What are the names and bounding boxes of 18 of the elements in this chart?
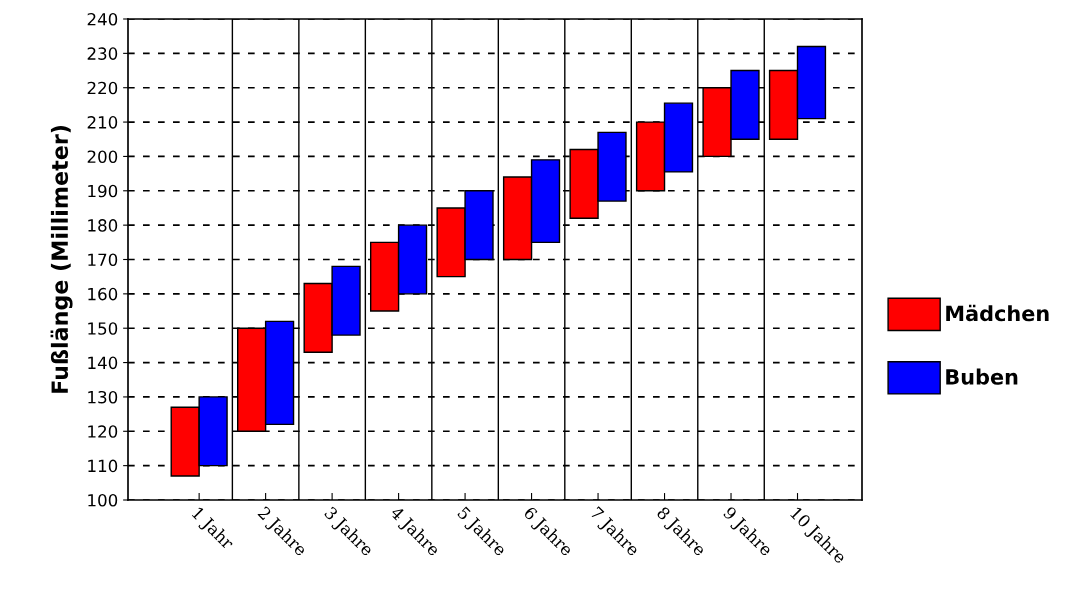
- y-tick-label: 150: [88, 322, 118, 335]
- y-tick-label: 180: [88, 219, 118, 232]
- y-tick-label: 210: [87, 116, 118, 129]
- y-tick-label: 160: [88, 287, 118, 301]
- y-tick-label: 230: [87, 47, 118, 60]
- y-tick-label: 130: [88, 390, 118, 404]
- y-tick-label: 200: [87, 150, 118, 163]
- y-tick-label: 140: [88, 356, 118, 370]
- y-tick-label: 240: [87, 12, 118, 26]
- y-tick-label: 110: [88, 459, 118, 473]
- y-tick-label: 220: [87, 81, 118, 95]
- y-tick-label: 120: [88, 425, 118, 438]
- y-tick-label: 100: [88, 493, 118, 507]
- legend-label: Mädchen: [946, 304, 1049, 322]
- y-tick-label: 190: [88, 184, 118, 198]
- y-axis-title: Fußlänge (Millimeter): [50, 126, 73, 393]
- y-tick-label: 170: [88, 253, 118, 267]
- legend-label: Buben: [946, 368, 1018, 385]
